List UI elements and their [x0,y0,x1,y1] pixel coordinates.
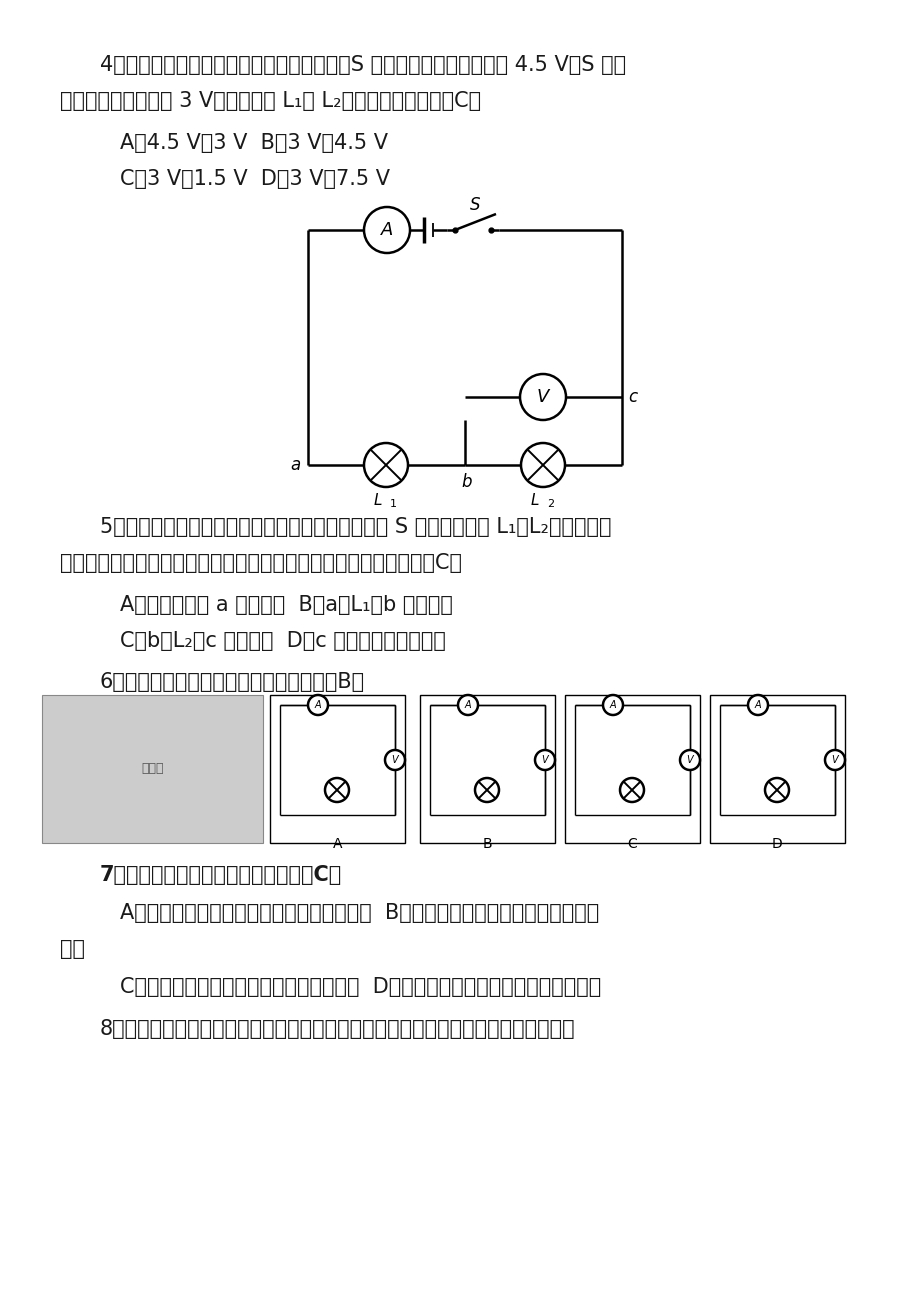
Circle shape [364,443,407,487]
Circle shape [458,695,478,715]
Text: c: c [628,388,637,406]
Text: 8．有甲、乙、丙、丁四根导线，其中甲、乙、丙三根是铜线，丁是镍铬合金线。甲、: 8．有甲、乙、丙、丁四根导线，其中甲、乙、丙三根是铜线，丁是镍铬合金线。甲、 [100,1019,575,1039]
Circle shape [602,695,622,715]
Circle shape [824,750,844,769]
Text: B: B [482,837,492,852]
Bar [42,695,263,842]
Bar [269,695,404,842]
Text: 后，电压表的示数为 3 V，则此时灯 L₁和 L₂两端的电压分别为（C）: 后，电压表的示数为 3 V，则此时灯 L₁和 L₂两端的电压分别为（C） [60,91,481,111]
Text: A: A [380,221,392,240]
Text: A．绝缘体不容易导电，是因为它们没有电阻  B．导体和绝缘体的电阻大小只跟材料: A．绝缘体不容易导电，是因为它们没有电阻 B．导体和绝缘体的电阻大小只跟材料 [119,904,598,923]
Circle shape [519,374,565,421]
Text: a: a [290,456,301,474]
Circle shape [520,443,564,487]
Text: 实物图: 实物图 [142,763,164,776]
Bar [709,695,844,842]
Text: 流表示数为零，电压表示数约等于电源电压，则该电路中的故障是（C）: 流表示数为零，电压表示数约等于电源电压，则该电路中的故障是（C） [60,553,461,573]
Text: C: C [627,837,637,852]
Circle shape [384,750,404,769]
Text: D: D [771,837,782,852]
Text: 6．如图所示，与实物图一致的电路图是（B）: 6．如图所示，与实物图一致的电路图是（B） [100,672,365,691]
Bar [420,695,554,842]
Text: V: V [391,755,398,766]
Text: 4．如图所示的电路中，电源电压保持不变，S 闭合时，电压表的示数为 4.5 V；S 断开: 4．如图所示的电路中，电源电压保持不变，S 闭合时，电压表的示数为 4.5 V；… [100,55,626,76]
Text: 7．关于电阻，下列说法中正确的是（C）: 7．关于电阻，下列说法中正确的是（C） [100,865,342,885]
Text: V: V [831,755,837,766]
Circle shape [679,750,699,769]
Circle shape [364,207,410,253]
Text: C．将一根铜导线均匀拉长后，其电阻变大  D．铜导线的电阻一定比铝导线的电阻小: C．将一根铜导线均匀拉长后，其电阻变大 D．铜导线的电阻一定比铝导线的电阻小 [119,976,601,997]
Text: A: A [609,700,616,710]
Text: b: b [461,473,471,491]
Text: 1: 1 [390,499,397,509]
Circle shape [308,695,328,715]
Text: S: S [470,197,480,214]
Text: 有关: 有关 [60,939,85,960]
Text: L: L [530,493,539,508]
Text: 2: 2 [547,499,553,509]
Text: 5．如图所示是某同学做实验时的电路图。闭合开关 S 后，发现灯泡 L₁、L₂均不亮，电: 5．如图所示是某同学做实验时的电路图。闭合开关 S 后，发现灯泡 L₁、L₂均不… [100,517,611,536]
Text: A: A [333,837,342,852]
Bar [564,695,699,842]
Text: A．电源正极与 a 之间断路  B．a、L₁、b 之间断路: A．电源正极与 a 之间断路 B．a、L₁、b 之间断路 [119,595,452,615]
Text: V: V [686,755,693,766]
Text: A．4.5 V，3 V  B．3 V，4.5 V: A．4.5 V，3 V B．3 V，4.5 V [119,133,388,154]
Circle shape [765,779,789,802]
Text: L: L [373,493,381,508]
Text: C．3 V，1.5 V  D．3 V，7.5 V: C．3 V，1.5 V D．3 V，7.5 V [119,169,390,189]
Circle shape [474,779,498,802]
Text: V: V [536,388,549,406]
Text: A: A [754,700,761,710]
Text: A: A [314,700,321,710]
Circle shape [535,750,554,769]
Circle shape [324,779,348,802]
Circle shape [747,695,767,715]
Text: C．b、L₂、c 之间断路  D．c 与电源负极之间断路: C．b、L₂、c 之间断路 D．c 与电源负极之间断路 [119,631,446,651]
Text: V: V [541,755,548,766]
Text: A: A [464,700,471,710]
Circle shape [619,779,643,802]
